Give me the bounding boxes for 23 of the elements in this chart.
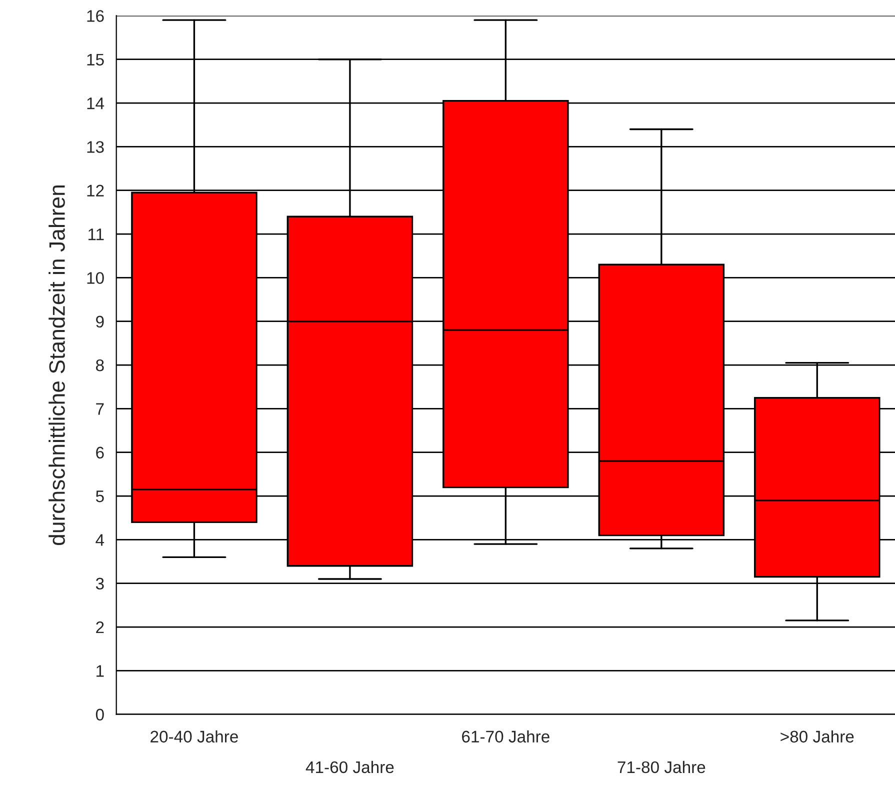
- y-tick-label: 8: [96, 359, 104, 372]
- y-tick-label: 4: [96, 534, 104, 546]
- y-tick-label: 9: [96, 316, 104, 328]
- y-tick-label: 13: [87, 141, 104, 153]
- y-tick-label: 3: [96, 578, 104, 590]
- x-tick-label: >80 Jahre: [780, 730, 854, 743]
- x-tick-label: 41-60 Jahre: [306, 760, 394, 774]
- y-tick-label: 1: [96, 665, 104, 677]
- y-tick-label: 7: [96, 403, 104, 415]
- y-axis-title: durchschnittliche Standzeit in Jahren: [48, 185, 65, 546]
- x-tick-label: 20-40 Jahre: [150, 730, 238, 743]
- y-tick-label: 0: [96, 708, 104, 721]
- x-tick-label: 71-80 Jahre: [618, 760, 706, 774]
- y-tick-label: 15: [87, 54, 104, 66]
- y-tick-label: 6: [96, 446, 104, 459]
- y-tick-label: 12: [87, 184, 104, 196]
- y-tick-label: 14: [87, 98, 104, 110]
- y-tick-label: 11: [88, 228, 104, 240]
- y-tick-label: 5: [96, 490, 104, 502]
- y-tick-label: 2: [96, 621, 104, 634]
- x-tick-label: 61-70 Jahre: [462, 730, 550, 743]
- y-tick-label: 16: [87, 10, 104, 22]
- y-tick-label: 10: [87, 272, 104, 284]
